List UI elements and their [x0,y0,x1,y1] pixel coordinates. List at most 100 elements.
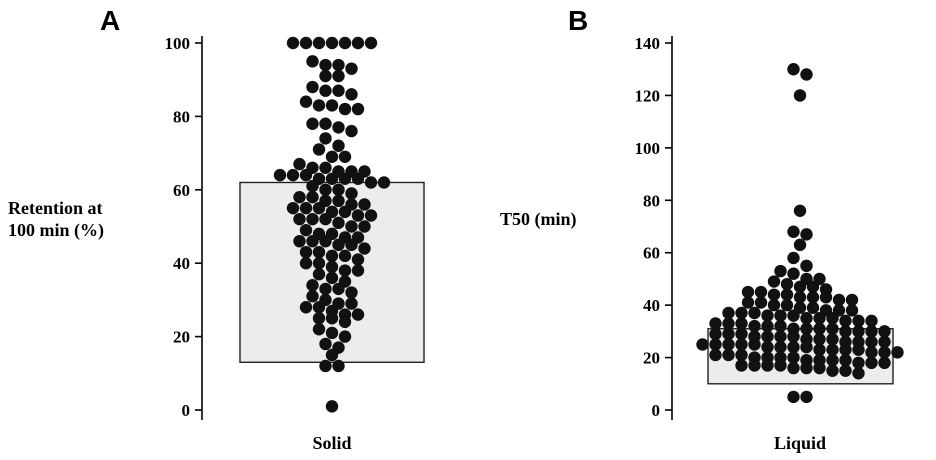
panel-a-data-point [345,286,358,299]
panel-b-data-point [800,322,813,335]
panel-a-data-point [332,139,345,152]
panel-b-data-point [767,288,781,301]
panel-a-data-point [351,308,365,321]
panel-b-points [696,63,904,404]
panel-b-data-point [748,306,761,320]
panel-a-data-point [338,36,352,50]
panel-a-data-point [312,257,326,270]
panel-b-data-point [878,335,891,349]
panel-b-data-point [722,317,735,330]
panel-a-points [273,36,391,413]
panel-b-data-point [754,285,768,299]
panel-b-data-point [709,317,722,330]
panel-b-data-point [787,267,800,280]
panel-b-data-point [774,340,787,354]
panel-b-category-label: Liquid [774,433,826,453]
panel-a-data-point [319,84,332,97]
panel-a-data-point [319,69,332,83]
panel-b-y-ticks: 0 20 40 60 80 100 120 140 [635,34,672,420]
panel-a-data-point [319,132,332,145]
panel-b-data-point [832,293,846,307]
panel-a-data-point [325,271,339,285]
panel-b-data-point [780,277,794,291]
panel-a-tick-label: 100 [165,34,191,53]
panel-b-data-point [800,259,813,273]
panel-a-data-point [325,260,339,274]
panel-a-letter: A [100,5,120,36]
panel-a-category-label: Solid [312,433,351,453]
panel-a-data-point [306,290,319,303]
panel-b-data-point [774,319,787,333]
panel-a-data-point [312,36,326,50]
panel-a-data-point [319,212,332,226]
panel-b-data-point [826,343,839,356]
panel-a-data-point [338,102,352,116]
panel-a-tick-label: 0 [182,401,191,420]
panel-b-tick-label: 60 [643,244,660,263]
panel-b-data-point [865,346,878,359]
panel-a-data-point [351,264,365,277]
panel-b-data-point [787,361,800,375]
panel-b-data-point [865,325,878,338]
panel-b-data-point [826,322,839,335]
panel-b-data-point [748,338,761,351]
panel-b-data-point [780,298,794,312]
panel-b-data-point [800,340,813,354]
panel-b-data-point [741,296,755,309]
panel-b-data-point [767,275,781,288]
panel-b-data-point [793,89,807,102]
panel-b-data-point [761,319,774,333]
panel-b-data-point [852,356,865,370]
panel-b-data-point [878,346,891,359]
panel-a-data-point [312,323,326,336]
panel-b-tick-label: 140 [635,34,661,53]
panel-b-data-point [813,333,826,346]
panel-b-data-point [774,264,787,278]
panel-a-tick-label: 60 [173,181,190,200]
panel-b-data-point [813,343,826,356]
panel-b-tick-label: 20 [643,349,660,368]
panel-a-data-point [299,201,313,215]
panel-b-data-point [826,353,839,367]
panel-a-tick-label: 40 [173,254,190,273]
panel-b-data-point [735,348,748,362]
panel-a-data-point [306,80,319,94]
panel-a-data-point [319,282,332,296]
panel-b-data-point [813,322,826,335]
panel-b-data-point [878,325,891,338]
panel-b-data-point [878,356,891,370]
panel-a-data-point [319,117,332,130]
panel-a-tick-label: 80 [173,107,190,126]
panel-a-data-point [306,212,319,226]
panel-a-data-point [345,238,358,252]
panel-a-data-point [325,249,339,263]
panel-a-data-point [286,36,300,50]
panel-a-data-point [351,36,365,50]
panel-a-data-point [299,257,313,270]
panel-b-data-point [709,348,722,362]
panel-a-data-point [319,183,332,196]
panel-a-data-point [338,150,352,163]
panel-b-data-point [852,314,865,328]
panel-a-data-point [319,161,332,174]
panel-b-data-point [813,361,826,375]
panel-a-data-point [325,172,339,185]
panel-a-data-point [332,183,345,196]
panel-a-y-ticks: 0 20 40 60 80 100 [165,34,202,420]
panel-b-data-point [722,327,735,341]
panel-a-data-point [312,201,326,215]
panel-a-data-point [306,279,319,292]
panel-a-data-point [345,124,358,138]
panel-b-data-point [761,340,774,354]
panel-b-data-point [774,330,787,343]
panel-a-data-point [286,201,300,215]
panel-a-data-point [319,359,332,373]
panel-a-data-point [299,223,313,237]
panel-a-data-point [293,190,306,204]
panel-a-data-point [364,36,378,50]
panel-b-data-point [813,312,826,325]
panel-a-data-point [351,253,365,266]
panel-a-data-point [332,69,345,83]
panel-b-data-point [722,306,735,320]
